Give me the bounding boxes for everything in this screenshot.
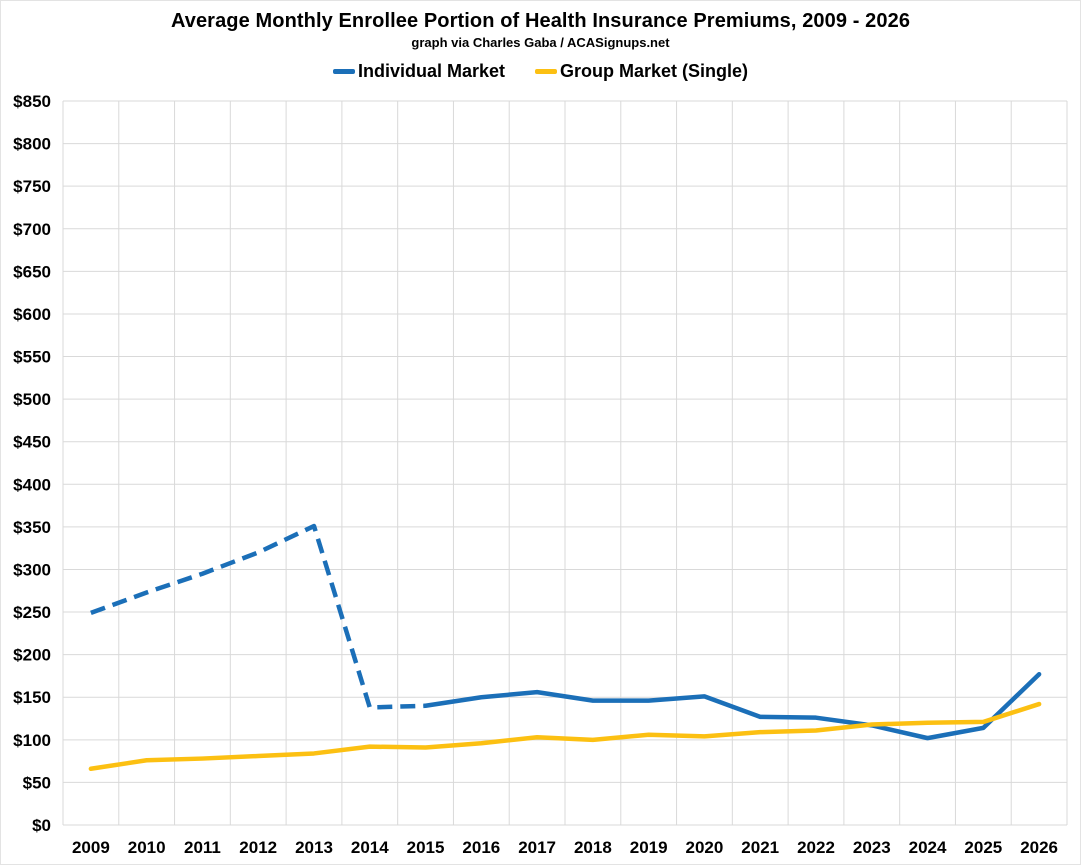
y-axis-tick-label: $150 bbox=[13, 688, 51, 707]
y-axis-tick-label: $350 bbox=[13, 518, 51, 537]
y-axis-tick-label: $650 bbox=[13, 262, 51, 281]
x-axis-tick-label: 2016 bbox=[462, 838, 500, 857]
y-axis-tick-label: $550 bbox=[13, 348, 51, 367]
x-axis-tick-label: 2010 bbox=[128, 838, 166, 857]
legend-label-group-market: Group Market (Single) bbox=[560, 61, 749, 81]
x-axis-tick-label: 2011 bbox=[184, 838, 221, 857]
x-axis-tick-label: 2024 bbox=[909, 838, 947, 857]
legend-item-individual-market: Individual Market bbox=[332, 61, 506, 82]
y-axis-tick-label: $800 bbox=[13, 135, 51, 154]
yellow-line-swatch-icon bbox=[535, 69, 558, 74]
y-axis-tick-label: $700 bbox=[13, 220, 51, 239]
y-axis-tick-label: $500 bbox=[13, 390, 51, 409]
blue-line-swatch-icon bbox=[332, 69, 355, 74]
x-axis-tick-label: 2026 bbox=[1020, 838, 1058, 857]
x-axis-tick-label: 2014 bbox=[351, 838, 389, 857]
x-axis-tick-label: 2015 bbox=[407, 838, 445, 857]
y-axis-tick-label: $600 bbox=[13, 305, 51, 324]
y-axis-tick-label: $200 bbox=[13, 646, 51, 665]
x-axis-tick-label: 2020 bbox=[686, 838, 724, 857]
series-line-individual-market bbox=[423, 671, 1042, 741]
y-axis-tick-label: $50 bbox=[23, 773, 51, 792]
x-axis-tick-label: 2022 bbox=[797, 838, 835, 857]
chart-subtitle: graph via Charles Gaba / ACASignups.net bbox=[411, 35, 670, 50]
x-axis-tick-label: 2021 bbox=[741, 838, 779, 857]
x-axis-tick-label: 2009 bbox=[72, 838, 110, 857]
chart-legend: Individual Market Group Market (Single) bbox=[1, 61, 1080, 82]
legend-label-individual-market: Individual Market bbox=[357, 61, 506, 81]
x-axis-tick-label: 2023 bbox=[853, 838, 891, 857]
x-axis-tick-label: 2012 bbox=[239, 838, 277, 857]
y-axis-tick-label: $750 bbox=[13, 177, 51, 196]
y-axis-tick-label: $300 bbox=[13, 560, 51, 579]
y-axis-tick-label: $0 bbox=[32, 816, 51, 835]
y-axis-tick-label: $400 bbox=[13, 475, 51, 494]
x-axis-tick-label: 2025 bbox=[964, 838, 1002, 857]
x-axis-tick-label: 2017 bbox=[518, 838, 556, 857]
y-axis-tick-label: $250 bbox=[13, 603, 51, 622]
legend-item-group-market: Group Market (Single) bbox=[535, 61, 748, 82]
y-axis-tick-label: $100 bbox=[13, 731, 51, 750]
series-line-individual-market-dashed bbox=[90, 523, 426, 710]
x-axis-tick-label: 2019 bbox=[630, 838, 668, 857]
chart-title: Average Monthly Enrollee Portion of Heal… bbox=[170, 10, 911, 32]
y-axis-tick-label: $450 bbox=[13, 433, 51, 452]
x-axis-tick-label: 2018 bbox=[574, 838, 612, 857]
x-axis-tick-label: 2013 bbox=[295, 838, 333, 857]
y-axis-tick-label: $850 bbox=[13, 92, 51, 111]
series-line-group-market-single bbox=[88, 701, 1042, 772]
